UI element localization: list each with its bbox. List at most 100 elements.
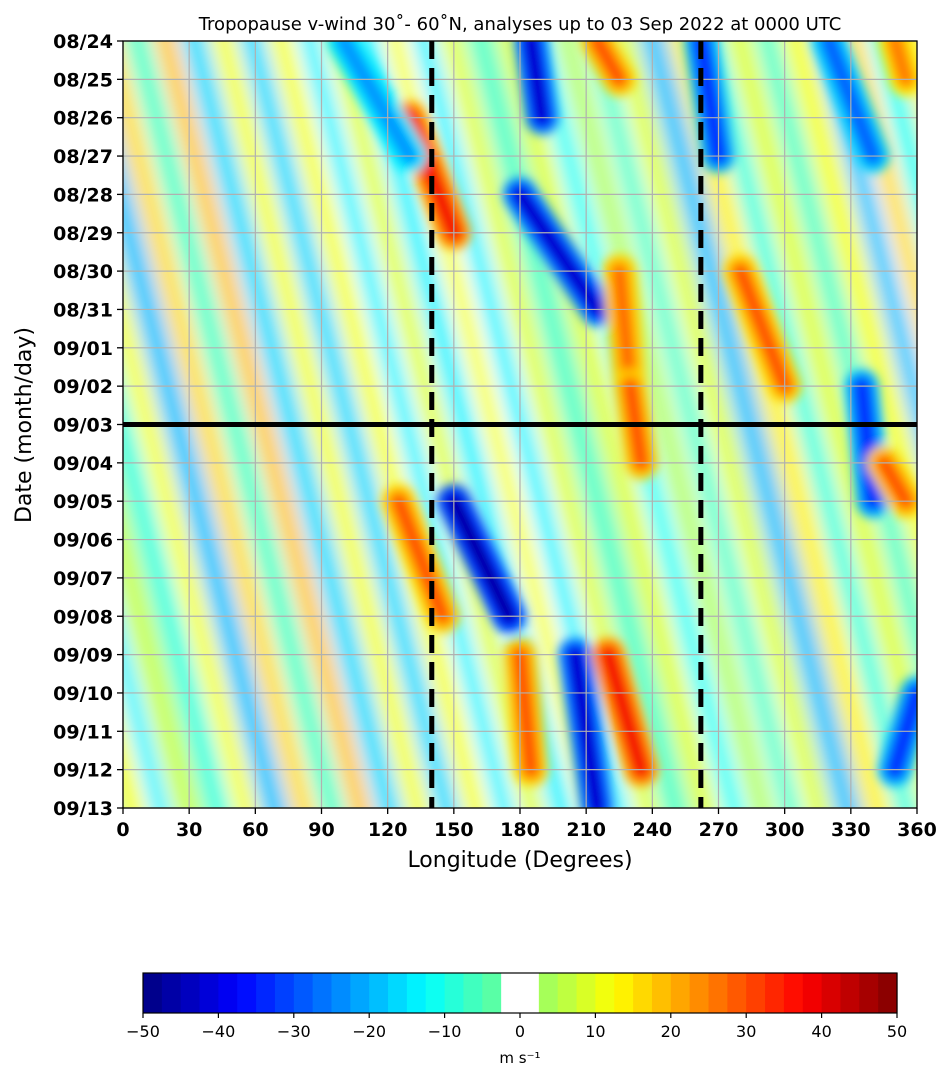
wind-feature-peak bbox=[695, 41, 724, 162]
colorbar-level bbox=[463, 973, 483, 1013]
colorbar-level bbox=[274, 973, 295, 1013]
colorbar-level bbox=[802, 973, 823, 1013]
colorbar-level bbox=[293, 973, 314, 1013]
y-tick-label: 09/09 bbox=[53, 645, 113, 667]
y-tick-label: 09/05 bbox=[53, 491, 113, 513]
colorbar-tick-label: 40 bbox=[811, 1022, 831, 1041]
colorbar-level bbox=[708, 973, 728, 1013]
colorbar-level bbox=[388, 973, 408, 1013]
y-tick-label: 09/10 bbox=[53, 683, 113, 705]
y-tick-label: 09/02 bbox=[53, 376, 113, 398]
chart-title: Tropopause v-wind 30˚- 60˚N, analyses up… bbox=[198, 14, 842, 35]
wind-feature-peak bbox=[515, 189, 603, 315]
wind-feature-peak bbox=[393, 496, 448, 622]
colorbar-level bbox=[746, 973, 766, 1013]
colorbar-level bbox=[783, 973, 804, 1013]
colorbar-level bbox=[369, 973, 389, 1013]
colorbar-level bbox=[595, 973, 615, 1013]
colorbar-tick-label: −40 bbox=[202, 1022, 236, 1041]
colorbar-level bbox=[501, 973, 521, 1013]
y-tick-label: 09/03 bbox=[53, 415, 113, 437]
colorbar-level bbox=[633, 973, 653, 1013]
x-tick-label: 0 bbox=[116, 819, 129, 841]
x-tick-label: 120 bbox=[368, 819, 408, 841]
colorbar-level bbox=[765, 973, 785, 1013]
x-tick-label: 330 bbox=[831, 819, 871, 841]
colorbar-level bbox=[557, 973, 578, 1013]
colorbar-tick-label: −10 bbox=[428, 1022, 462, 1041]
y-tick-label: 08/30 bbox=[53, 261, 113, 283]
colorbar-level bbox=[727, 973, 747, 1013]
colorbar-level bbox=[350, 973, 370, 1013]
colorbar-tick-label: −20 bbox=[352, 1022, 386, 1041]
wind-feature-peak bbox=[856, 381, 878, 507]
colorbar-tick-label: −30 bbox=[277, 1022, 311, 1041]
colorbar-tick-label: 0 bbox=[515, 1022, 525, 1041]
x-tick-label: 360 bbox=[897, 819, 937, 841]
y-tick-label: 08/24 bbox=[53, 31, 113, 53]
colorbar-level bbox=[651, 973, 672, 1013]
y-tick-label: 08/31 bbox=[53, 299, 113, 321]
colorbar-level bbox=[689, 973, 710, 1013]
x-tick-label: 30 bbox=[176, 819, 202, 841]
field-streak bbox=[123, 627, 169, 808]
wind-feature-peak bbox=[515, 649, 537, 775]
y-axis-label: Date (month/day) bbox=[12, 327, 37, 523]
x-axis-label: Longitude (Degrees) bbox=[407, 848, 632, 873]
wind-feature-peak bbox=[889, 41, 911, 85]
colorbar: −50 −40 −30 −20 −10 0 10 20 30 40 50 bbox=[126, 972, 907, 1041]
y-tick-label: 09/13 bbox=[53, 798, 113, 820]
colorbar-level bbox=[859, 973, 879, 1013]
colorbar-level bbox=[199, 973, 219, 1013]
wind-feature-peak bbox=[338, 41, 415, 162]
y-tick-label: 09/11 bbox=[53, 721, 113, 743]
colorbar-level bbox=[256, 973, 276, 1013]
colorbar-tick-label: 50 bbox=[887, 1022, 907, 1041]
colorbar-level bbox=[425, 973, 446, 1013]
colorbar-level bbox=[614, 973, 634, 1013]
colorbar-tick-label: 10 bbox=[585, 1022, 605, 1041]
x-tick-label: 180 bbox=[500, 819, 540, 841]
x-axis: 0 30 60 90 120 150 180 210 240 270 300 330 360 bbox=[116, 808, 937, 841]
wind-feature-peak bbox=[448, 496, 514, 622]
x-tick-label: 150 bbox=[434, 819, 474, 841]
colorbar-level bbox=[331, 973, 351, 1013]
colorbar-level bbox=[576, 973, 596, 1013]
y-tick-label: 08/25 bbox=[53, 69, 113, 91]
x-tick-label: 240 bbox=[632, 819, 672, 841]
x-tick-label: 90 bbox=[308, 819, 334, 841]
colorbar-level bbox=[670, 973, 691, 1013]
reference-lines bbox=[123, 41, 917, 808]
colorbar-level bbox=[312, 973, 333, 1013]
y-axis: 08/24 08/25 08/26 08/27 08/28 08/29 08/30 08/31… bbox=[53, 31, 123, 820]
y-tick-label: 09/04 bbox=[53, 453, 113, 475]
field-streak bbox=[870, 41, 917, 224]
x-tick-label: 270 bbox=[699, 819, 739, 841]
colorbar-level bbox=[482, 973, 502, 1013]
y-tick-label: 09/12 bbox=[53, 760, 113, 782]
y-tick-label: 08/28 bbox=[53, 184, 113, 206]
y-tick-label: 09/08 bbox=[53, 606, 113, 628]
x-tick-label: 210 bbox=[566, 819, 606, 841]
colorbar-level bbox=[143, 973, 163, 1013]
colorbar-level bbox=[161, 973, 182, 1013]
y-tick-label: 09/01 bbox=[53, 338, 113, 360]
y-tick-label: 08/29 bbox=[53, 223, 113, 245]
colorbar-tick-label: −50 bbox=[126, 1022, 160, 1041]
y-tick-label: 08/26 bbox=[53, 108, 113, 130]
colorbar-level bbox=[444, 973, 465, 1013]
field-streak bbox=[123, 497, 202, 808]
colorbar-level bbox=[538, 973, 559, 1013]
colorbar-level bbox=[840, 973, 860, 1013]
colorbar-tick-label: 20 bbox=[661, 1022, 681, 1041]
x-tick-label: 60 bbox=[242, 819, 268, 841]
wind-feature-peak bbox=[592, 41, 625, 85]
wind-feature-peak bbox=[878, 457, 911, 507]
colorbar-level bbox=[821, 973, 842, 1013]
colorbar-label: m s⁻¹ bbox=[499, 1049, 540, 1067]
colorbar-tick-label: 30 bbox=[736, 1022, 756, 1041]
wind-feature-peak bbox=[603, 649, 647, 775]
y-tick-label: 09/06 bbox=[53, 530, 113, 552]
colorbar-level bbox=[180, 973, 201, 1013]
